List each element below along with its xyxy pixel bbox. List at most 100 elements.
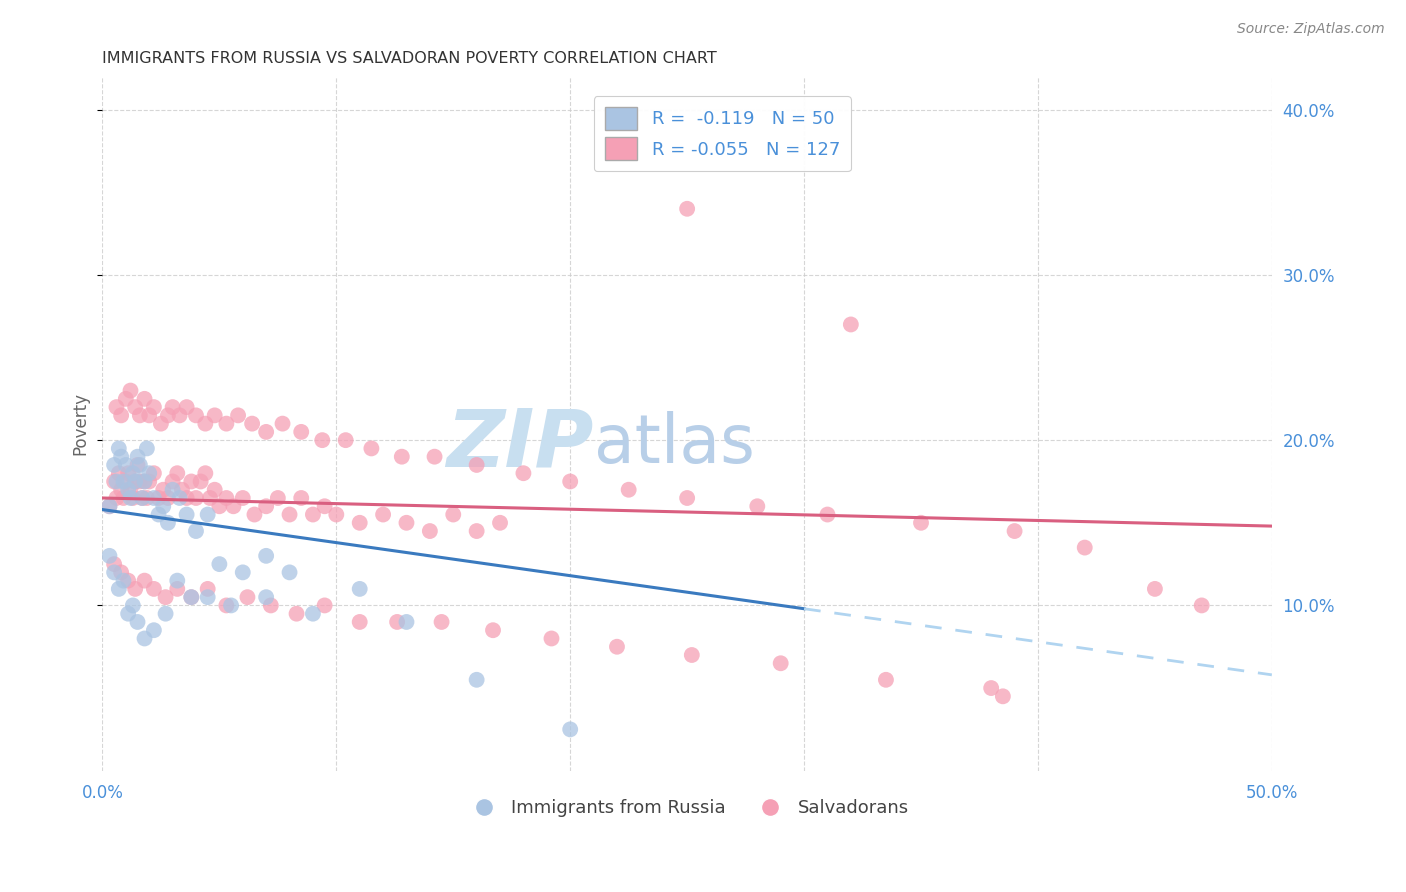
Point: [127, 615, 149, 629]
Point: [676, 491, 699, 505]
Point: [243, 508, 266, 522]
Point: [254, 590, 277, 604]
Point: [120, 491, 142, 505]
Point: [302, 508, 325, 522]
Point: [155, 590, 177, 604]
Point: [208, 500, 231, 514]
Text: Source: ZipAtlas.com: Source: ZipAtlas.com: [1237, 22, 1385, 37]
Point: [112, 491, 135, 505]
Point: [114, 458, 136, 472]
Text: IMMIGRANTS FROM RUSSIA VS SALVADORAN POVERTY CORRELATION CHART: IMMIGRANTS FROM RUSSIA VS SALVADORAN POV…: [103, 51, 717, 66]
Point: [117, 483, 139, 497]
Point: [423, 450, 446, 464]
Point: [278, 566, 301, 580]
Point: [98, 500, 121, 514]
Point: [169, 409, 191, 423]
Point: [335, 433, 357, 447]
Point: [512, 467, 534, 481]
Point: [180, 590, 202, 604]
Text: atlas: atlas: [593, 411, 755, 477]
Point: [110, 450, 132, 464]
Point: [105, 475, 128, 489]
Point: [148, 508, 170, 522]
Point: [162, 483, 184, 497]
Point: [128, 458, 150, 472]
Point: [215, 491, 238, 505]
Point: [465, 673, 488, 687]
Point: [560, 475, 582, 489]
Point: [349, 582, 371, 596]
Point: [107, 467, 129, 481]
Point: [105, 400, 128, 414]
Point: [197, 582, 219, 596]
Point: [236, 590, 259, 604]
Point: [176, 508, 198, 522]
Point: [260, 599, 283, 613]
Point: [180, 590, 202, 604]
Point: [290, 425, 312, 439]
Point: [240, 417, 263, 431]
Point: [131, 491, 153, 505]
Point: [142, 491, 165, 505]
Point: [391, 450, 413, 464]
Point: [254, 500, 277, 514]
Point: [134, 475, 156, 489]
Point: [991, 690, 1014, 704]
Point: [184, 491, 207, 505]
Point: [441, 508, 464, 522]
Point: [107, 582, 129, 596]
Point: [120, 483, 142, 497]
Point: [124, 400, 146, 414]
Point: [170, 483, 193, 497]
Point: [124, 475, 146, 489]
Point: [134, 475, 156, 489]
Point: [184, 524, 207, 538]
Point: [149, 417, 172, 431]
Point: [105, 491, 128, 505]
Point: [839, 318, 862, 332]
Point: [208, 557, 231, 571]
Point: [176, 400, 198, 414]
Point: [166, 467, 188, 481]
Point: [676, 202, 699, 216]
Point: [142, 467, 165, 481]
Point: [98, 549, 121, 563]
Point: [134, 392, 156, 406]
Point: [817, 508, 839, 522]
Point: [103, 557, 125, 571]
Point: [138, 467, 160, 481]
Point: [385, 615, 408, 629]
Point: [135, 442, 157, 456]
Point: [198, 491, 221, 505]
Point: [232, 566, 254, 580]
Point: [290, 491, 312, 505]
Point: [138, 409, 160, 423]
Point: [204, 483, 226, 497]
Point: [156, 516, 179, 530]
Text: ZIP: ZIP: [446, 406, 593, 483]
Point: [980, 681, 1002, 695]
Legend: Immigrants from Russia, Salvadorans: Immigrants from Russia, Salvadorans: [458, 792, 915, 824]
Point: [222, 500, 245, 514]
Point: [267, 491, 290, 505]
Point: [180, 475, 202, 489]
Point: [134, 574, 156, 588]
Point: [121, 599, 143, 613]
Point: [875, 673, 897, 687]
Point: [194, 417, 217, 431]
Point: [430, 615, 453, 629]
Point: [395, 615, 418, 629]
Point: [314, 500, 336, 514]
Point: [349, 516, 371, 530]
Point: [540, 632, 562, 646]
Point: [197, 590, 219, 604]
Point: [156, 491, 179, 505]
Point: [215, 417, 238, 431]
Point: [117, 607, 139, 621]
Point: [176, 491, 198, 505]
Point: [215, 599, 238, 613]
Point: [127, 450, 149, 464]
Point: [560, 723, 582, 737]
Point: [278, 508, 301, 522]
Point: [271, 417, 294, 431]
